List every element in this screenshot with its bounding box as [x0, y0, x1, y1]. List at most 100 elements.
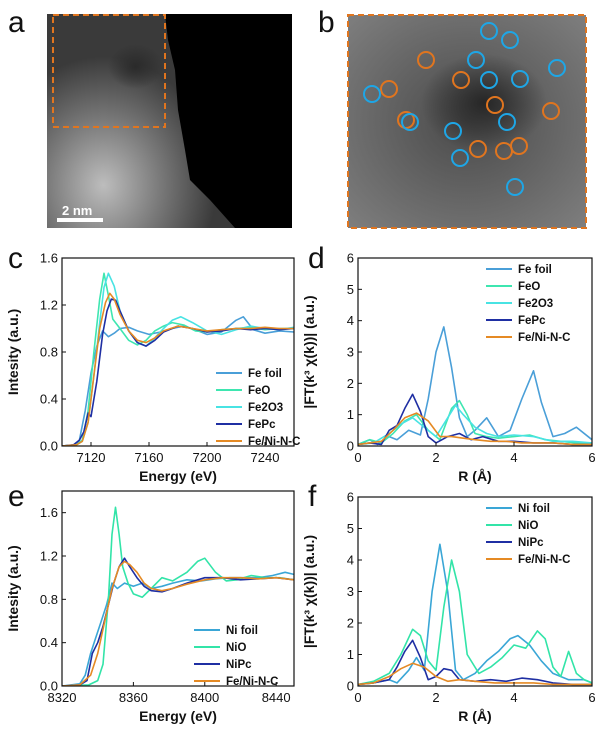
scale-bar-label: 2 nm: [62, 203, 92, 218]
x-axis-label: Energy (eV): [139, 468, 217, 484]
panel-letter-e: e: [8, 480, 25, 513]
chart-e-ni-xanes: e 8320 8360 8400 8440 0.0 0.4 0.8 1.2 1.6 Energy (…: [5, 480, 295, 724]
orange-atom-circle: [486, 96, 504, 114]
y-tick-label: 1.6: [40, 505, 58, 520]
image-b-dark-region: [385, 40, 565, 180]
legend-label: FePc: [518, 315, 546, 327]
series-line-fepc: [358, 393, 592, 446]
panel-a: a 2 nm: [8, 6, 292, 228]
y-tick-label: 0.4: [40, 635, 58, 650]
series-line-fe-ni-n-c: [358, 412, 592, 446]
series-line-fe2o3: [358, 404, 592, 446]
x-tick-label: 2: [432, 690, 439, 705]
blue-atom-circle: [401, 113, 419, 131]
blue-atom-circle: [480, 22, 498, 40]
y-tick-label: 5: [347, 282, 354, 297]
blue-atom-circle: [511, 70, 529, 88]
y-tick-label: 0.0: [40, 439, 58, 454]
orange-atom-circle: [542, 102, 560, 120]
y-tick-label: 6: [347, 251, 354, 266]
x-axis-label: R (Å): [458, 468, 491, 484]
panel-letter-a: a: [8, 6, 25, 39]
orange-atom-circle: [452, 71, 470, 89]
y-tick-label: 4: [347, 553, 354, 568]
x-tick-label: 7240: [251, 450, 280, 465]
y-tick-label: 0: [347, 439, 354, 454]
series-line-fe-foil: [358, 326, 592, 446]
x-axis-label: Energy (eV): [139, 708, 217, 724]
x-tick-label: 8320: [48, 690, 77, 705]
y-axis-label: |FT(k³ χ(k))| (a.u.): [301, 535, 317, 648]
blue-atom-circle: [548, 59, 566, 77]
x-tick-label: 8360: [119, 690, 148, 705]
plot-frame: [357, 257, 593, 447]
blue-atom-circle: [480, 71, 498, 89]
x-tick-label: 8400: [190, 690, 219, 705]
y-tick-label: 0.4: [40, 392, 58, 407]
blue-atom-circle: [506, 178, 524, 196]
series-line-fe-foil: [62, 316, 294, 446]
blue-atom-circle: [451, 149, 469, 167]
chart-c-fe-xanes: c 7120 7160 7200 7240 0.0 0.4 0.8 1.2 1.6 Energy (…: [5, 242, 300, 484]
x-tick-label: 2: [432, 450, 439, 465]
y-tick-label: 0.8: [40, 345, 58, 360]
plot-frame: [357, 496, 593, 687]
y-axis-label: Intesity (a.u.): [5, 545, 21, 631]
x-tick-label: 8440: [262, 690, 291, 705]
orange-atom-circle: [510, 137, 528, 155]
y-tick-label: 0.0: [40, 679, 58, 694]
x-tick-label: 4: [510, 450, 517, 465]
atom-markers: [363, 22, 566, 196]
y-tick-label: 1: [347, 407, 354, 422]
legend-label: Fe2O3: [518, 298, 553, 310]
y-tick-label: 3: [347, 584, 354, 599]
panel-letter-f: f: [308, 480, 317, 513]
image-b-frame: [347, 14, 587, 229]
x-tick-label: 6: [588, 690, 595, 705]
series-line-nio: [62, 506, 294, 686]
blue-atom-circle: [498, 113, 516, 131]
blue-atom-circle: [363, 85, 381, 103]
y-tick-label: 0.8: [40, 592, 58, 607]
series-line-fe-ni-n-c: [358, 662, 592, 686]
x-tick-label: 0: [354, 450, 361, 465]
legend-label: Fe/Ni-N-C: [226, 676, 278, 688]
legend-label: NiPc: [226, 659, 252, 671]
orange-atom-circle: [380, 80, 398, 98]
y-tick-label: 5: [347, 521, 354, 536]
y-tick-label: 2: [347, 376, 354, 391]
legend-label: FePc: [248, 419, 276, 431]
image-a-dark-region: [75, 35, 185, 125]
chart-f-ni-ft-exafs: f 0 2 4 6 0 1 2 3 4 5 6 R (Å) |FT(k³ χ(k))| (a.u.) Ni …: [301, 480, 596, 724]
panel-letter-b: b: [318, 6, 335, 39]
y-tick-label: 1.2: [40, 298, 58, 313]
series-line-nio: [358, 559, 592, 686]
legend-label: Fe/Ni-N-C: [248, 436, 300, 448]
legend-label: Fe foil: [248, 368, 282, 380]
blue-atom-circle: [444, 122, 462, 140]
series-line-fe-ni-n-c: [62, 292, 294, 446]
blue-atom-circle: [467, 51, 485, 69]
legend-label: Fe/Ni-N-C: [518, 554, 570, 566]
y-tick-label: 2: [347, 616, 354, 631]
panel-letter-c: c: [8, 242, 23, 275]
legend-label: NiO: [226, 642, 247, 654]
legend-label: Fe foil: [518, 264, 552, 276]
series-line-ni-foil: [62, 571, 294, 686]
x-tick-label: 7200: [193, 450, 222, 465]
blue-atom-circle: [501, 31, 519, 49]
y-axis-label: |FT(k³ χ(k))| (a.u.): [301, 295, 317, 408]
legend-label: FeO: [518, 281, 540, 293]
series-line-nipc: [358, 639, 592, 686]
x-tick-label: 7160: [135, 450, 164, 465]
x-tick-label: 6: [588, 450, 595, 465]
legend-label: Fe/Ni-N-C: [518, 332, 570, 344]
legend-label: Ni foil: [518, 503, 550, 515]
orange-atom-circle: [469, 140, 487, 158]
chart-d-fe-ft-exafs: d 0 2 4 6 0 1 2 3 4 5 6 R (Å) |FT(k³ χ(k))| (a.u.) Fe …: [301, 242, 596, 484]
y-tick-label: 4: [347, 313, 354, 328]
panel-b: b: [318, 6, 587, 229]
y-tick-label: 0: [347, 679, 354, 694]
legend-label: NiO: [518, 520, 539, 532]
panel-letter-d: d: [308, 242, 325, 275]
